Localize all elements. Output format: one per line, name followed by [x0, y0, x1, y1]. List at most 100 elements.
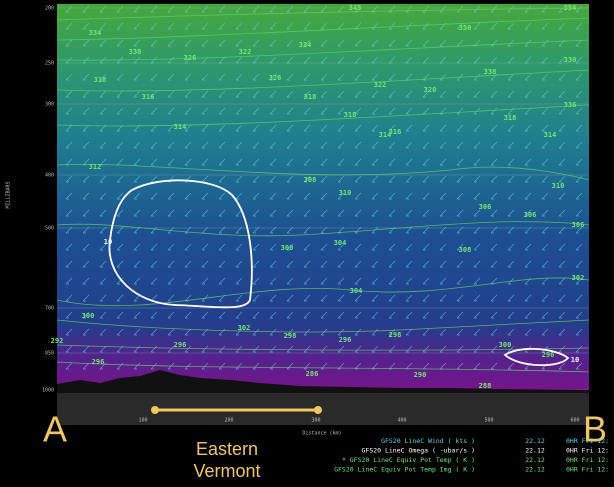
wind-barb [116, 192, 124, 200]
wind-barb [82, 260, 90, 268]
wind-barb [456, 277, 464, 285]
wind-barb [116, 294, 124, 302]
wind-barb [541, 158, 549, 166]
wind-barb [405, 277, 413, 285]
wind-barb [252, 362, 260, 370]
contour-label: 314 [544, 131, 557, 139]
wind-barb [575, 311, 583, 319]
wind-barb [354, 328, 362, 336]
wind-barb [456, 243, 464, 251]
wind-barb [303, 192, 311, 200]
wind-barb [133, 260, 141, 268]
wind-barb [303, 209, 311, 217]
legend-label: GFS20 LineC Wind ( kts ) [381, 437, 475, 445]
wind-barb [388, 260, 396, 268]
wind-barb [235, 90, 243, 98]
wind-barb [575, 226, 583, 234]
y-tick-label: 1000 [42, 388, 54, 394]
wind-barb [252, 124, 260, 132]
wind-barb [337, 175, 345, 183]
wind-barb [201, 362, 209, 370]
wind-barb [201, 5, 209, 13]
wind-barb [320, 175, 328, 183]
theta-e-contours [56, 7, 590, 373]
contour-label: 326 [269, 74, 282, 82]
wind-barb [558, 5, 566, 13]
wind-barb [218, 311, 226, 319]
wind-barb [337, 311, 345, 319]
wind-barb [490, 260, 498, 268]
wind-barb [337, 73, 345, 81]
wind-barb [575, 175, 583, 183]
wind-barb [337, 277, 345, 285]
wind-barb [235, 124, 243, 132]
wind-barb [235, 243, 243, 251]
wind-barb [541, 294, 549, 302]
contour-label: 318 [94, 76, 107, 84]
wind-barb [99, 107, 107, 115]
wind-barb [558, 362, 566, 370]
point-b: B [583, 409, 607, 450]
wind-barb [99, 175, 107, 183]
wind-barb [184, 73, 192, 81]
wind-barb [507, 243, 515, 251]
wind-barb [116, 107, 124, 115]
wind-barb [371, 192, 379, 200]
wind-barb [524, 107, 532, 115]
wind-barb [303, 90, 311, 98]
wind-barb [422, 243, 430, 251]
wind-barb [354, 175, 362, 183]
wind-barb [99, 39, 107, 47]
wind-barb [575, 39, 583, 47]
wind-barb [456, 124, 464, 132]
wind-barb [541, 192, 549, 200]
wind-barb [405, 345, 413, 353]
wind-barb [116, 328, 124, 336]
wind-barb [439, 311, 447, 319]
wind-barb [558, 294, 566, 302]
legend-run: 0HR Fri 12: [566, 437, 609, 445]
wind-barb [354, 73, 362, 81]
x-tick-label: 200 [224, 418, 233, 424]
wind-barb [167, 294, 175, 302]
contour-label: 314 [174, 123, 187, 131]
wind-barb [456, 328, 464, 336]
wind-barb [507, 192, 515, 200]
wind-barb [65, 328, 73, 336]
wind-barb [320, 141, 328, 149]
wind-barb [354, 345, 362, 353]
wind-barb [99, 192, 107, 200]
wind-barb [167, 90, 175, 98]
region-end [314, 406, 322, 414]
wind-barb [252, 56, 260, 64]
wind-barb [65, 311, 73, 319]
wind-barb [286, 175, 294, 183]
wind-barb [490, 226, 498, 234]
wind-barb [405, 39, 413, 47]
wind-barb [388, 362, 396, 370]
wind-barb [524, 311, 532, 319]
wind-barb [269, 294, 277, 302]
region-label: Eastern Vermont [193, 439, 260, 481]
wind-barb [65, 260, 73, 268]
wind-barb [167, 56, 175, 64]
wind-barb [388, 175, 396, 183]
wind-barb [371, 277, 379, 285]
wind-barb [371, 311, 379, 319]
wind-barb [473, 90, 481, 98]
wind-barb [150, 345, 158, 353]
wind-barb [405, 56, 413, 64]
wind-barb [405, 243, 413, 251]
wind-barb [133, 39, 141, 47]
wind-barb [286, 141, 294, 149]
wind-barb [235, 362, 243, 370]
wind-barb [133, 107, 141, 115]
wind-barb [558, 90, 566, 98]
wind-barb [371, 175, 379, 183]
wind-barb [388, 158, 396, 166]
wind-barb [303, 294, 311, 302]
contour-label: 300 [499, 341, 512, 349]
wind-barb [65, 124, 73, 132]
wind-barb [286, 56, 294, 64]
wind-barb [133, 192, 141, 200]
